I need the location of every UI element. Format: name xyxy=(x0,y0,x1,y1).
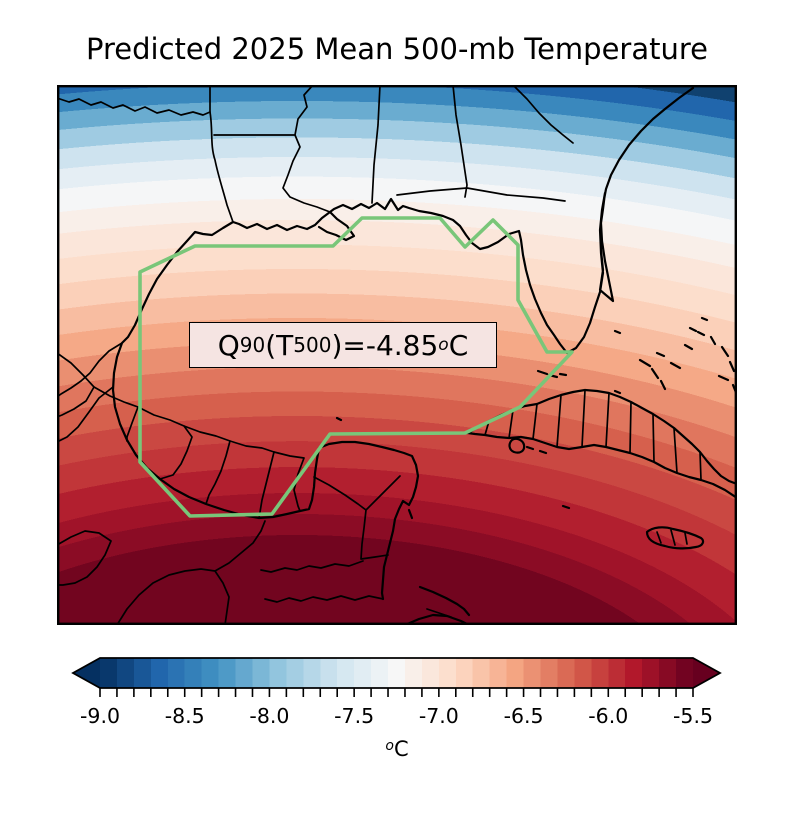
texas-louisiana-border xyxy=(209,111,234,223)
colorbar-segment xyxy=(371,658,389,688)
colorbar-segment xyxy=(133,658,152,688)
mexico-border-line xyxy=(137,406,193,480)
q90-annotation: Q 90 (T 500)=-4.85 o C xyxy=(189,322,497,368)
colorbar-tick-label: -9.0 xyxy=(80,704,120,728)
colorbar-tick-label: -7.0 xyxy=(419,704,459,728)
colorbar-tick-label: -8.0 xyxy=(249,704,289,728)
colorbar-segment xyxy=(303,658,321,688)
colorbar-segment xyxy=(320,658,338,688)
bahamas-islands xyxy=(335,316,737,510)
figure-title: Predicted 2025 Mean 500-mb Temperature xyxy=(86,32,708,66)
colorbar-tick-label: -6.5 xyxy=(504,704,544,728)
colorbar-segment xyxy=(472,658,491,688)
colorbar-segment xyxy=(286,658,304,688)
colorbar-segment xyxy=(591,658,609,688)
mexico-border-line xyxy=(229,440,275,519)
colorbar-unit-text: C xyxy=(393,737,409,761)
alabama-georgia-border xyxy=(452,85,468,198)
gulf-atlantic-coastline xyxy=(111,86,695,601)
colorbar-ticks xyxy=(99,688,694,697)
colorbar-segment xyxy=(625,658,643,688)
colorbar-segment xyxy=(252,658,271,688)
annotation-degree: o xyxy=(438,335,449,355)
gulf-outline xyxy=(138,216,574,518)
colorbar-segment xyxy=(337,658,355,688)
mexico-border-line xyxy=(57,352,95,418)
mexico-border-line xyxy=(116,520,266,625)
colorbar-segment xyxy=(540,658,559,688)
cozumel-island xyxy=(407,508,414,520)
colorbar-segment xyxy=(218,658,237,688)
colorbar-segment xyxy=(574,658,592,688)
colorbar-tick-labels: -9.0 -8.5 -8.0 -7.5 -7.0 -6.5 -6.0 -5.5 xyxy=(80,704,713,728)
mississippi-delta xyxy=(317,210,356,242)
colorbar: -9.0 -8.5 -8.0 -7.5 -7.0 -6.5 -6.0 -5.5 xyxy=(57,650,737,760)
colorbar-tick-label: -8.5 xyxy=(165,704,205,728)
colorbar-segment xyxy=(557,658,575,688)
colorbar-segment xyxy=(676,658,694,688)
colorbar-segment xyxy=(201,658,220,688)
jamaica xyxy=(645,526,705,550)
yucatan-borders xyxy=(260,475,452,618)
mexico-border-line xyxy=(57,530,112,586)
georgia-southcarolina-border xyxy=(512,85,574,144)
mexico-border-line xyxy=(273,451,305,512)
colorbar-segment xyxy=(438,658,457,688)
colorbar-segment xyxy=(150,658,169,688)
state-borders xyxy=(57,85,702,625)
colorbar-segment xyxy=(642,658,660,688)
colorbar-extend-min-arrow xyxy=(73,658,100,688)
colorbar-segment xyxy=(523,658,542,688)
map-frame xyxy=(57,85,737,625)
jamaica-parish-line xyxy=(656,529,688,546)
isle-of-youth xyxy=(508,437,548,455)
coastlines xyxy=(111,86,737,625)
colorbar-unit-label: oC xyxy=(0,737,794,761)
yucatan-border-line xyxy=(313,475,401,560)
colorbar-outline xyxy=(71,657,722,689)
annotation-text: )=-4.85 xyxy=(331,328,439,362)
colorbar-segment xyxy=(184,658,203,688)
honduras-coast xyxy=(403,585,471,625)
cuba-province-borders xyxy=(484,389,702,546)
colorbar-segments xyxy=(73,658,720,688)
colorbar-tick-label: -7.5 xyxy=(334,704,374,728)
colorbar-tick-label: -6.0 xyxy=(588,704,628,728)
annotation-text: Q xyxy=(217,328,240,362)
annotation-subscript: 90 xyxy=(239,333,266,357)
colorbar-segment xyxy=(388,658,406,688)
colorbar-segment xyxy=(354,658,372,688)
cuba-province-line xyxy=(484,389,702,481)
colorbar-segment xyxy=(100,658,118,688)
colorbar-segment xyxy=(235,658,254,688)
colorbar-tick-label: -5.5 xyxy=(673,704,713,728)
colorbar-unit-degree: o xyxy=(385,738,394,754)
mexico-border-line xyxy=(183,425,231,505)
annotation-text: C xyxy=(448,328,469,362)
colorbar-canvas: -9.0 -8.5 -8.0 -7.5 -7.0 -6.5 -6.0 -5.5 xyxy=(71,657,722,728)
mississippi-alabama-border xyxy=(371,85,381,204)
colorbar-segment xyxy=(455,658,474,688)
colorbar-segment xyxy=(506,658,525,688)
mississippi-river-border xyxy=(213,85,331,213)
guatemala-border-line xyxy=(260,560,452,618)
colorbar-segment xyxy=(116,658,135,688)
colorbar-extend-max-arrow xyxy=(693,658,720,688)
colorbar-segment xyxy=(167,658,186,688)
colorbar-segment xyxy=(421,658,440,688)
red-river-border xyxy=(57,85,211,116)
mexico-state-borders xyxy=(57,352,305,625)
colorbar-segment xyxy=(489,658,508,688)
colorbar-segment xyxy=(269,658,287,688)
florida-georgia-border xyxy=(396,187,566,202)
colorbar-segment xyxy=(404,658,423,688)
colorbar-segment xyxy=(659,658,677,688)
mexico-border-line xyxy=(57,386,114,443)
annotation-subscript: 500 xyxy=(293,333,332,357)
colorbar-segment xyxy=(608,658,626,688)
annotation-text: (T xyxy=(265,328,294,362)
